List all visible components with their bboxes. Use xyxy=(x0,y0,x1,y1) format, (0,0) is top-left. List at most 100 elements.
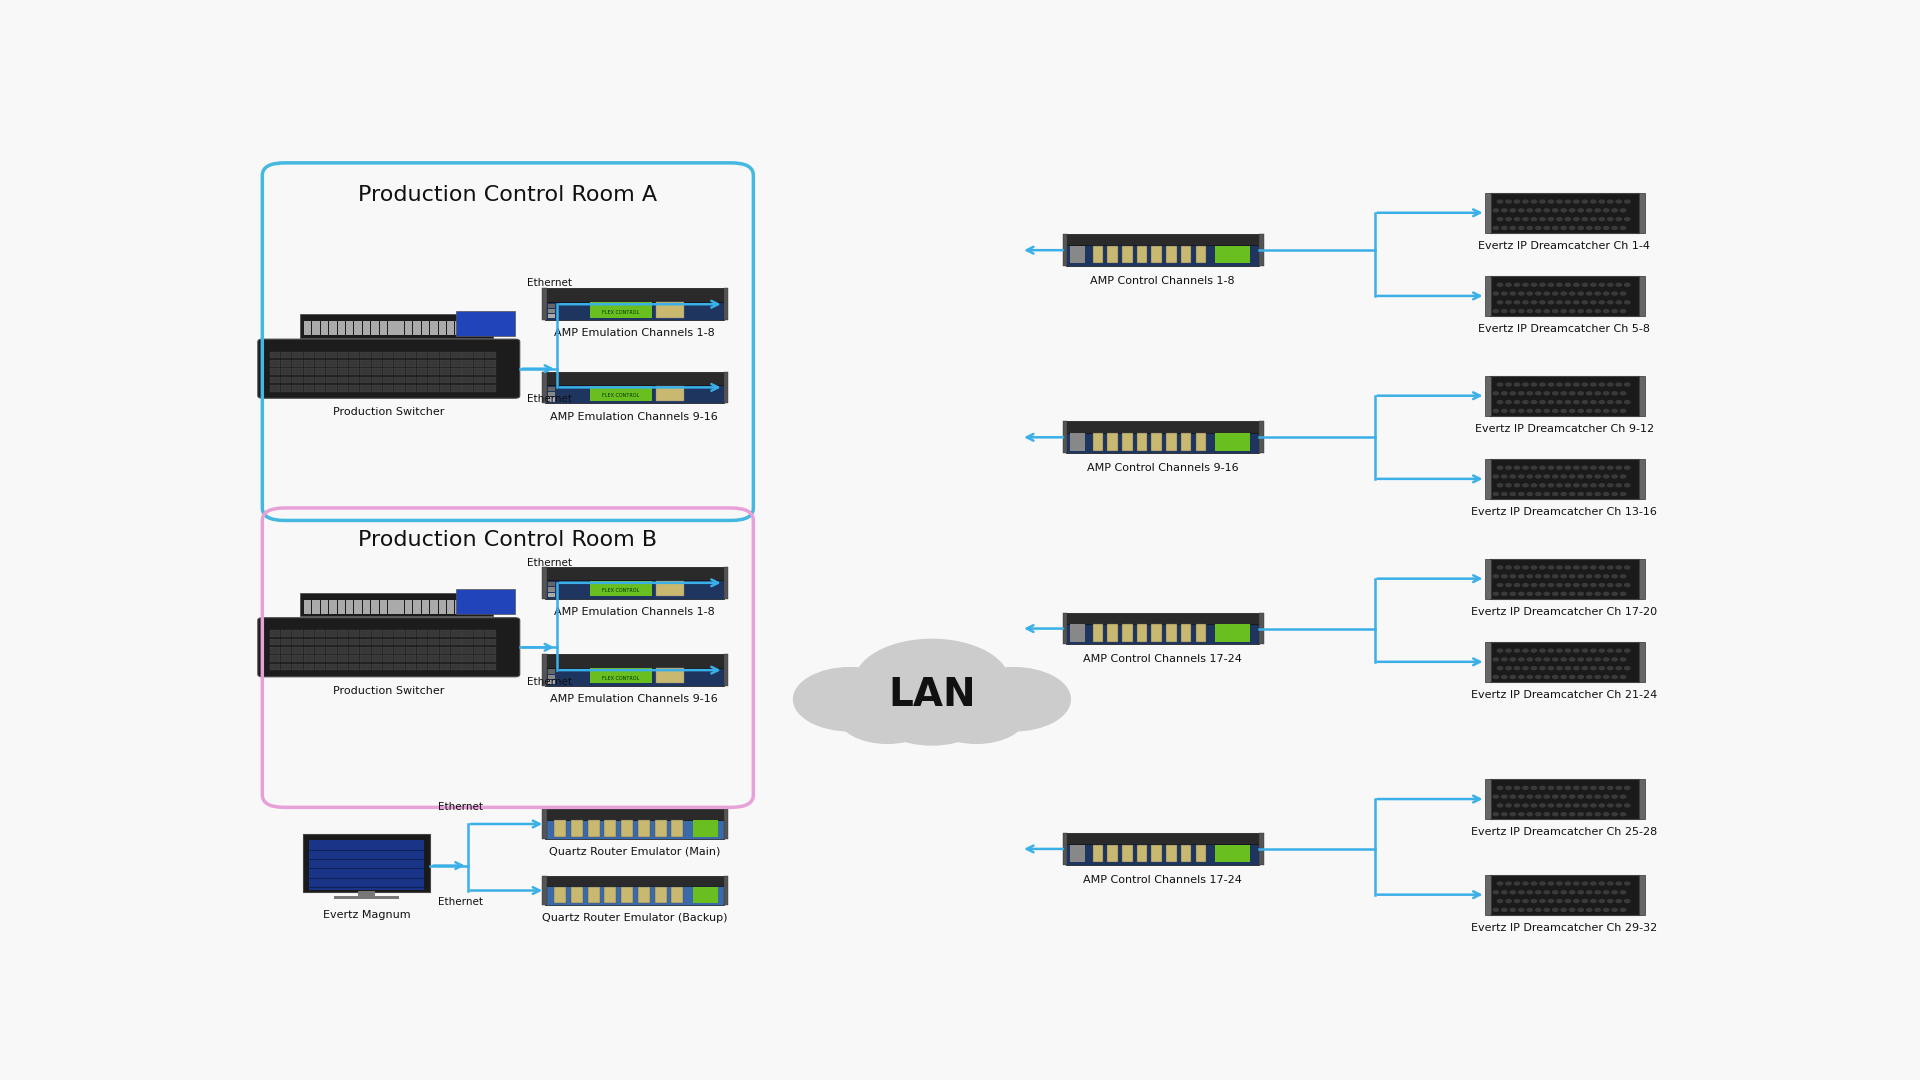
Circle shape xyxy=(1569,813,1574,815)
Circle shape xyxy=(1536,310,1542,312)
Circle shape xyxy=(1607,566,1613,569)
FancyBboxPatch shape xyxy=(1137,624,1148,642)
Circle shape xyxy=(1501,292,1507,295)
Circle shape xyxy=(1561,409,1567,413)
Circle shape xyxy=(1553,208,1557,212)
Circle shape xyxy=(1574,301,1578,303)
FancyBboxPatch shape xyxy=(1066,833,1260,846)
Circle shape xyxy=(1561,392,1567,395)
FancyBboxPatch shape xyxy=(1640,376,1645,416)
FancyBboxPatch shape xyxy=(1152,845,1162,862)
FancyBboxPatch shape xyxy=(545,887,724,905)
Circle shape xyxy=(1523,467,1528,469)
FancyBboxPatch shape xyxy=(440,638,449,645)
Circle shape xyxy=(1569,908,1574,912)
Circle shape xyxy=(1540,383,1546,386)
Circle shape xyxy=(1494,208,1498,212)
FancyBboxPatch shape xyxy=(1215,845,1250,862)
Circle shape xyxy=(1557,804,1563,807)
FancyBboxPatch shape xyxy=(428,663,440,670)
FancyBboxPatch shape xyxy=(380,599,388,613)
FancyBboxPatch shape xyxy=(474,656,484,662)
FancyBboxPatch shape xyxy=(545,580,724,598)
Circle shape xyxy=(1494,813,1498,815)
FancyBboxPatch shape xyxy=(637,887,649,903)
Circle shape xyxy=(839,688,937,743)
Circle shape xyxy=(1569,392,1574,395)
Circle shape xyxy=(1540,649,1546,652)
FancyBboxPatch shape xyxy=(455,311,515,336)
Circle shape xyxy=(1544,292,1549,295)
Circle shape xyxy=(1599,566,1605,569)
FancyBboxPatch shape xyxy=(1152,624,1162,642)
FancyBboxPatch shape xyxy=(451,352,461,359)
Circle shape xyxy=(1561,908,1567,912)
Circle shape xyxy=(1603,658,1609,661)
Circle shape xyxy=(1536,227,1542,229)
FancyBboxPatch shape xyxy=(1490,875,1640,915)
FancyBboxPatch shape xyxy=(440,386,449,392)
Circle shape xyxy=(1561,475,1567,478)
FancyBboxPatch shape xyxy=(545,567,724,581)
Circle shape xyxy=(1590,200,1596,203)
FancyBboxPatch shape xyxy=(589,386,653,401)
FancyBboxPatch shape xyxy=(292,368,303,375)
FancyBboxPatch shape xyxy=(541,654,547,686)
Circle shape xyxy=(1536,392,1542,395)
Circle shape xyxy=(1565,666,1571,670)
Circle shape xyxy=(1501,208,1507,212)
Text: Evertz IP Dreamcatcher Ch 5-8: Evertz IP Dreamcatcher Ch 5-8 xyxy=(1478,324,1651,334)
Circle shape xyxy=(1578,310,1584,312)
Circle shape xyxy=(1607,301,1613,303)
Circle shape xyxy=(1607,283,1613,286)
Circle shape xyxy=(1532,882,1536,885)
FancyBboxPatch shape xyxy=(486,377,495,383)
FancyBboxPatch shape xyxy=(1181,246,1192,264)
Circle shape xyxy=(1536,908,1542,912)
Circle shape xyxy=(1569,208,1574,212)
FancyBboxPatch shape xyxy=(451,631,461,637)
FancyBboxPatch shape xyxy=(338,368,348,375)
FancyBboxPatch shape xyxy=(1121,433,1133,450)
Circle shape xyxy=(1603,891,1609,894)
FancyBboxPatch shape xyxy=(388,599,396,613)
Circle shape xyxy=(1569,310,1574,312)
FancyBboxPatch shape xyxy=(486,352,495,359)
Circle shape xyxy=(1574,467,1578,469)
FancyBboxPatch shape xyxy=(657,669,684,684)
Circle shape xyxy=(1519,891,1524,894)
FancyBboxPatch shape xyxy=(417,631,428,637)
Circle shape xyxy=(1498,900,1503,903)
FancyBboxPatch shape xyxy=(372,656,382,662)
FancyBboxPatch shape xyxy=(545,301,724,320)
FancyBboxPatch shape xyxy=(463,663,472,670)
Circle shape xyxy=(1617,401,1622,404)
Circle shape xyxy=(1526,592,1532,595)
FancyBboxPatch shape xyxy=(1066,612,1260,625)
FancyBboxPatch shape xyxy=(474,368,484,375)
FancyBboxPatch shape xyxy=(1196,246,1206,264)
Circle shape xyxy=(1494,409,1498,413)
Circle shape xyxy=(1501,795,1507,798)
Circle shape xyxy=(1544,891,1549,894)
Circle shape xyxy=(1557,200,1563,203)
FancyBboxPatch shape xyxy=(605,820,616,837)
FancyBboxPatch shape xyxy=(451,663,461,670)
Circle shape xyxy=(1540,218,1546,220)
Circle shape xyxy=(1574,882,1578,885)
FancyBboxPatch shape xyxy=(430,599,438,613)
Text: Evertz IP Dreamcatcher Ch 1-4: Evertz IP Dreamcatcher Ch 1-4 xyxy=(1478,241,1651,251)
FancyBboxPatch shape xyxy=(724,876,728,905)
Circle shape xyxy=(1565,383,1571,386)
Circle shape xyxy=(1544,592,1549,595)
Circle shape xyxy=(1557,301,1563,303)
Circle shape xyxy=(1574,218,1578,220)
FancyBboxPatch shape xyxy=(397,599,403,613)
FancyBboxPatch shape xyxy=(394,368,405,375)
Circle shape xyxy=(1523,566,1528,569)
Text: Evertz IP Dreamcatcher Ch 21-24: Evertz IP Dreamcatcher Ch 21-24 xyxy=(1471,690,1657,700)
Circle shape xyxy=(1617,804,1622,807)
FancyBboxPatch shape xyxy=(486,647,495,653)
Circle shape xyxy=(1565,484,1571,487)
FancyBboxPatch shape xyxy=(541,809,547,838)
